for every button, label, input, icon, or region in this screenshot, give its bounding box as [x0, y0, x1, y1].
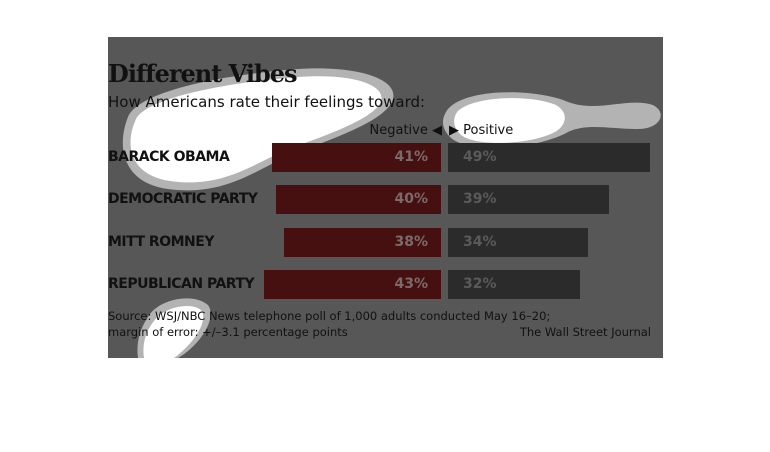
negative-bar: 41%: [272, 143, 441, 172]
category-label: BARACK OBAMA: [108, 149, 230, 165]
bar-value-label: 49%: [463, 149, 497, 165]
bar-value-label: 41%: [394, 149, 428, 165]
bar-value-label: 38%: [394, 233, 428, 250]
negative-bar: 38%: [284, 227, 441, 257]
credit: The Wall Street Journal: [519, 325, 651, 339]
positive-direction-label: ▶ Positive: [449, 123, 514, 138]
source-note: Source: WSJ/NBC News telephone poll of 1…: [108, 309, 551, 323]
bar-value-label: 43%: [394, 275, 428, 292]
bar-value-label: 34%: [463, 233, 497, 250]
bar-value-label: 40%: [394, 191, 428, 208]
negative-direction-label: Negative ◀: [369, 123, 442, 138]
margin-of-error-note: margin of error: +/–3.1 percentage point…: [108, 325, 348, 339]
heat-blob-source: [137, 298, 211, 358]
chart-panel: Different Vibes How Americans rate their…: [108, 37, 663, 358]
negative-bar: 43%: [263, 269, 441, 299]
positive-bar: 34%: [448, 227, 589, 257]
chart-subtitle: How Americans rate their feelings toward…: [108, 93, 426, 111]
chart-title: Different Vibes: [108, 59, 298, 88]
heat-blob-title: [122, 68, 394, 191]
category-label: MITT ROMNEY: [108, 233, 214, 250]
negative-bar: 40%: [276, 185, 441, 215]
positive-bar: 32%: [448, 269, 580, 299]
bar-value-label: 39%: [463, 191, 497, 208]
positive-bar: 39%: [448, 185, 609, 215]
bar-value-label: 32%: [463, 275, 497, 292]
category-label: DEMOCRATIC PARTY: [108, 191, 258, 208]
attention-heatmap-overlay: [122, 68, 661, 358]
category-label: REPUBLICAN PARTY: [108, 275, 255, 292]
positive-bar: 49%: [448, 143, 650, 172]
heat-blob-positive: [443, 92, 661, 148]
